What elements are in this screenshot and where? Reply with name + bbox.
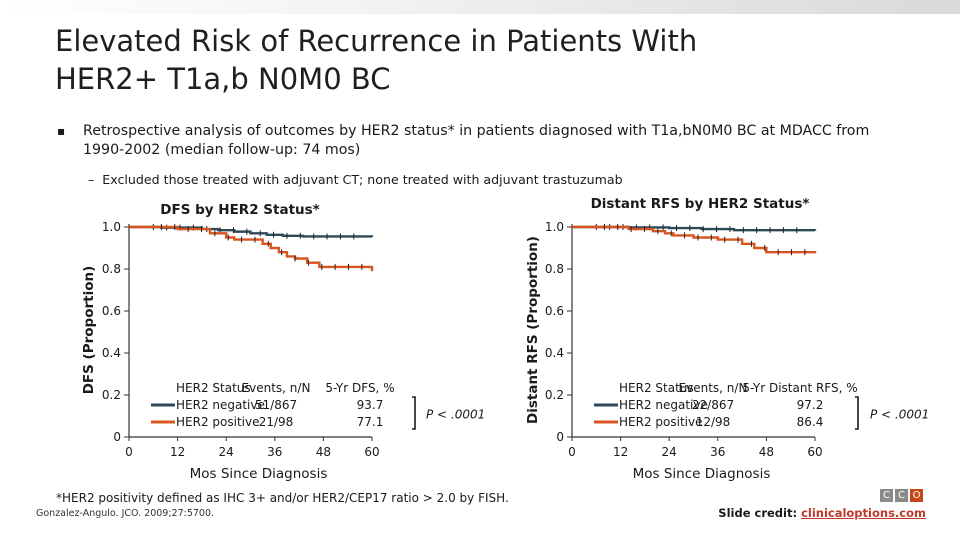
legend-five-year: 97.2 <box>797 398 824 412</box>
legend-header: Events, n/N <box>679 381 748 395</box>
x-tick-label: 24 <box>662 445 677 459</box>
y-axis-label: Distant RFS (Proportion) <box>525 236 541 424</box>
legend-header: 5-Yr Distant RFS, % <box>742 381 857 395</box>
x-tick-label: 0 <box>568 445 576 459</box>
km-curve-her2-positive <box>572 225 817 254</box>
y-tick-label: 0.4 <box>102 346 121 360</box>
legend-header: HER2 Status <box>176 381 251 395</box>
cco-logo-letter: O <box>910 489 923 502</box>
y-tick-label: 0.4 <box>545 346 564 360</box>
y-tick-label: 0.8 <box>102 262 121 276</box>
p-value-label: P < .0001 <box>426 408 485 422</box>
y-tick-label: 0.2 <box>102 388 121 402</box>
cco-logo: C C O <box>880 489 923 502</box>
legend-five-year: 77.1 <box>357 415 384 429</box>
legend-five-year: 86.4 <box>797 415 824 429</box>
chart-panel-2: Distant RFS by HER2 Status* 0 0.2 0.4 0.6 0.8… <box>525 196 929 482</box>
legend-series-name: HER2 negative <box>619 398 708 412</box>
main-bullet-text: Retrospective analysis of outcomes by HE… <box>83 123 870 158</box>
y-tick-label: 0.2 <box>545 388 564 402</box>
slide-title: Elevated Risk of Recurrence in Patients … <box>55 22 915 98</box>
legend-header: HER2 Status <box>619 381 694 395</box>
y-tick-label: 0.8 <box>545 262 564 276</box>
y-tick-label: 1.0 <box>102 220 121 234</box>
x-tick-label: 48 <box>316 445 331 459</box>
chart-title: Distant RFS by HER2 Status* <box>591 196 810 212</box>
cco-logo-letter: C <box>880 489 893 502</box>
x-tick-label: 60 <box>807 445 822 459</box>
sub-bullet-text: Excluded those treated with adjuvant CT;… <box>102 172 623 187</box>
chart-title: DFS by HER2 Status* <box>160 202 319 218</box>
legend-series-name: HER2 negative <box>176 398 265 412</box>
x-tick-label: 24 <box>219 445 234 459</box>
x-axis-label: Mos Since Diagnosis <box>190 466 328 482</box>
legend-events: 22/867 <box>692 398 734 412</box>
p-value-bracket <box>412 396 416 430</box>
x-tick-label: 48 <box>759 445 774 459</box>
x-tick-label: 60 <box>364 445 379 459</box>
legend-events: 12/98 <box>696 415 731 429</box>
x-axis-label: Mos Since Diagnosis <box>633 466 771 482</box>
bullet-marker: ▪ <box>57 124 66 138</box>
legend-header: 5-Yr DFS, % <box>325 381 394 395</box>
cco-logo-letter: C <box>895 489 908 502</box>
slide-credit-label: Slide credit: <box>718 506 802 520</box>
footnote: *HER2 positivity defined as IHC 3+ and/o… <box>56 491 509 505</box>
legend-series-name: HER2 positive <box>176 415 259 429</box>
y-tick-label: 0 <box>113 430 121 444</box>
legend-events: 21/98 <box>259 415 294 429</box>
citation: Gonzalez-Angulo. JCO. 2009;27:5700. <box>36 508 215 519</box>
y-tick-label: 0.6 <box>102 304 121 318</box>
sub-bullet: – Excluded those treated with adjuvant CT… <box>88 172 623 187</box>
y-tick-label: 1.0 <box>545 220 564 234</box>
sub-bullet-dash: – <box>88 172 95 187</box>
slide-credit: Slide credit: clinicaloptions.com <box>718 506 926 520</box>
legend-events: 51/867 <box>255 398 297 412</box>
x-tick-label: 0 <box>125 445 133 459</box>
x-tick-label: 36 <box>267 445 282 459</box>
km-curve-her2-negative <box>129 225 374 238</box>
km-curve-her2-positive <box>129 225 374 272</box>
slide-title-line-1: Elevated Risk of Recurrence in Patients … <box>55 24 698 58</box>
x-tick-label: 36 <box>710 445 725 459</box>
x-tick-label: 12 <box>170 445 185 459</box>
y-tick-label: 0.6 <box>545 304 564 318</box>
legend-header: Events, n/N <box>242 381 311 395</box>
clinicaloptions-link[interactable]: clinicaloptions.com <box>801 506 926 520</box>
p-value-bracket <box>855 396 859 430</box>
legend-five-year: 93.7 <box>357 398 384 412</box>
slide-title-line-2: HER2+ T1a,b N0M0 BC <box>55 62 391 96</box>
y-tick-label: 0 <box>556 430 564 444</box>
y-axis-label: DFS (Proportion) <box>81 266 97 395</box>
legend-series-name: HER2 positive <box>619 415 702 429</box>
chart-panel-1: DFS by HER2 Status* 0 0.2 0.4 0.6 0.8 1.0 0 12 24… <box>81 202 485 482</box>
top-gradient-bar <box>0 0 960 14</box>
x-tick-label: 12 <box>613 445 628 459</box>
p-value-label: P < .0001 <box>870 408 929 422</box>
